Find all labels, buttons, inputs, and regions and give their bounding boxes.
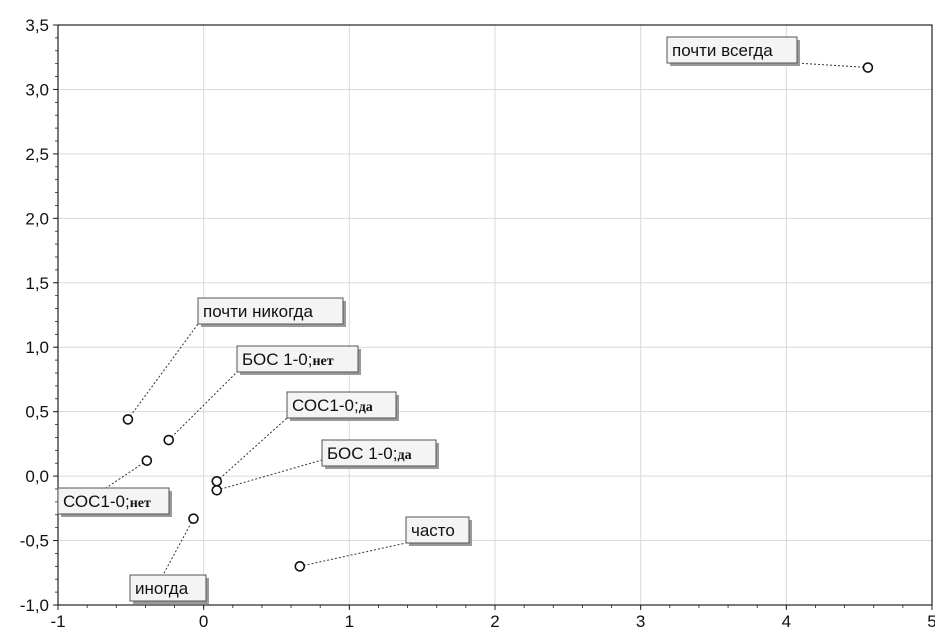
y-tick-label: 0,0 (25, 467, 49, 486)
label-text: часто (411, 521, 455, 540)
x-tick-label: -1 (50, 612, 65, 631)
y-tick-label: 1,0 (25, 338, 49, 357)
data-point (141, 455, 153, 466)
label-box (57, 487, 170, 515)
data-point (211, 484, 223, 496)
leader-line (162, 518, 194, 576)
y-tick-label: 2,5 (25, 145, 49, 164)
label-text: иногда (135, 579, 189, 598)
y-tick-label: 3,5 (25, 16, 49, 35)
y-axis-tick-labels: 3,5 3,0 2,5 2,0 1,5 1,0 0,5 0,0 -0,5 -1,0 (20, 16, 49, 615)
leader-line (105, 460, 148, 489)
label-box (236, 345, 359, 373)
y-tick-label: 0,5 (25, 403, 49, 422)
x-tick-label: 5 (927, 612, 935, 631)
x-tick-label: 1 (345, 612, 354, 631)
point-label: БОС 1-0;нет (236, 345, 361, 375)
data-point (188, 513, 199, 524)
label-box (197, 297, 344, 325)
y-tick-label: 2,0 (25, 209, 49, 228)
label-suffix: да (397, 448, 411, 463)
label-leader-lines (105, 62, 868, 576)
data-point (862, 62, 874, 73)
label-suffix: нет (312, 354, 333, 369)
label-box (129, 574, 207, 602)
leader-line (168, 371, 238, 441)
label-text: СОС1-0;нет (63, 492, 151, 511)
grid-lines (58, 25, 932, 605)
point-label: СОС1-0;да (286, 391, 399, 421)
label-box (321, 439, 437, 467)
label-suffix: нет (130, 496, 151, 511)
label-box (666, 36, 798, 64)
y-tick-label: 3,0 (25, 80, 49, 99)
data-points (122, 62, 874, 572)
y-tick-label: -1,0 (20, 596, 49, 615)
data-point (294, 561, 306, 572)
point-label: иногда (129, 574, 209, 604)
label-text: почти никогда (203, 302, 313, 321)
label-box (286, 391, 397, 419)
label-text: БОС 1-0;нет (242, 350, 334, 369)
data-point (211, 475, 223, 487)
label-text: СОС1-0;да (292, 396, 373, 415)
point-label: почти всегда (666, 36, 800, 66)
point-label: СОС1-0;нет (57, 487, 172, 517)
label-text: почти всегда (672, 41, 773, 60)
data-point (163, 434, 175, 446)
point-label: почти никогда (197, 297, 346, 327)
y-tick-label: 1,5 (25, 274, 49, 293)
point-labels: почти всегда почти никогда БОС 1-0;нет СОС1… (57, 36, 800, 604)
x-tick-label: 0 (199, 612, 208, 631)
x-tick-label: 2 (490, 612, 499, 631)
data-point (122, 414, 134, 425)
axis-ticks (53, 24, 933, 610)
point-label: БОС 1-0;да (321, 439, 439, 469)
point-label: часто (405, 516, 472, 546)
x-tick-label: 4 (782, 612, 791, 631)
label-box (405, 516, 470, 544)
label-suffix: да (359, 400, 373, 415)
y-tick-label: -0,5 (20, 532, 49, 551)
label-text: БОС 1-0;да (327, 444, 412, 463)
x-axis-tick-labels: -1 0 1 2 3 4 5 (50, 612, 935, 631)
x-tick-label: 3 (636, 612, 645, 631)
